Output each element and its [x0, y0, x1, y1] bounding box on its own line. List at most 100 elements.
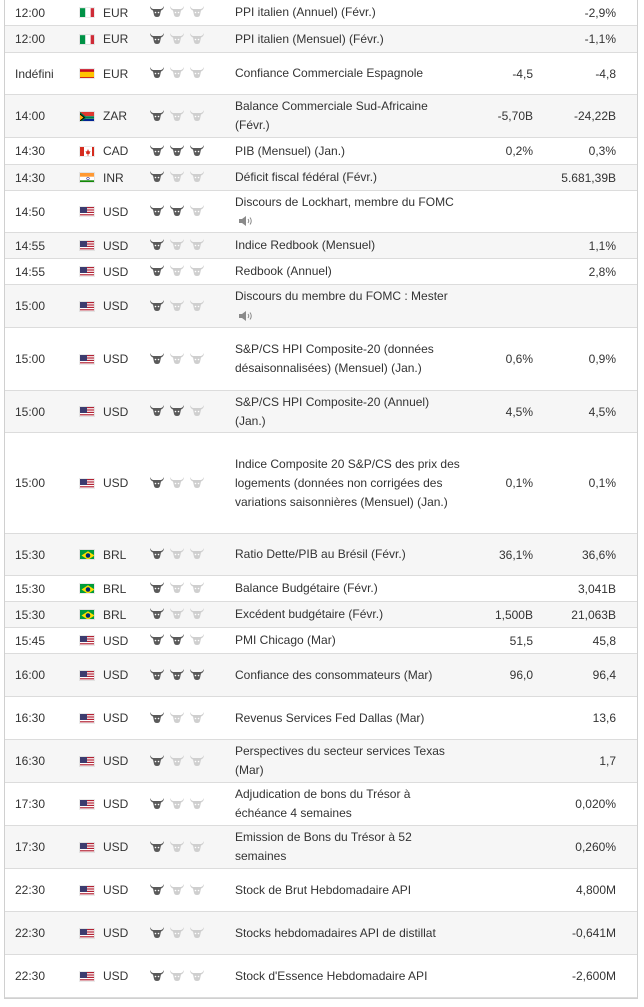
event-name[interactable]: Balance Commerciale Sud-Africaine (Févr.…: [235, 95, 461, 137]
currency-code: USD: [103, 668, 129, 682]
previous-value: -1,1%: [584, 32, 616, 46]
event-row[interactable]: 17:30 USD Emission de Bons du Trésor à 52 …: [5, 826, 637, 869]
event-name-text[interactable]: Stock d'Essence Hebdomadaire API: [235, 968, 428, 983]
event-row[interactable]: Indéfini EUR Confiance Commerciale Espagno…: [5, 53, 637, 95]
event-name[interactable]: Stocks hebdomadaires API de distillat: [235, 922, 461, 945]
event-name-text[interactable]: Confiance Commerciale Espagnole: [235, 66, 424, 80]
event-row[interactable]: 12:00 EUR PPI italien (Annuel) (Févr.) -2,9…: [5, 0, 637, 26]
event-row[interactable]: 16:30 USD Perspectives du secteur services…: [5, 740, 637, 783]
bull-icon: [189, 475, 205, 492]
event-row[interactable]: 22:30 USD Stocks hebdomadaires API de dist…: [5, 912, 637, 955]
previous-value: -4,8: [595, 66, 616, 81]
event-name-text[interactable]: S&P/CS HPI Composite-20 (données désaiso…: [235, 342, 434, 375]
event-row[interactable]: 15:00 USD Discours du membre du FOMC : Mes…: [5, 285, 637, 328]
event-name[interactable]: Adjudication de bons du Trésor à échéanc…: [235, 783, 461, 825]
currency-code: USD: [103, 969, 129, 983]
event-name-text[interactable]: Excédent budgétaire (Févr.): [235, 607, 384, 621]
event-row[interactable]: 15:00 USD S&P/CS HPI Composite-20 (données…: [5, 328, 637, 391]
event-name-text[interactable]: Stocks hebdomadaires API de distillat: [235, 925, 436, 940]
event-row[interactable]: 17:30 USD Adjudication de bons du Trésor à…: [5, 783, 637, 826]
event-name-text[interactable]: Redbook (Annuel): [235, 264, 332, 278]
event-name[interactable]: Stock de Brut Hebdomadaire API: [235, 879, 461, 902]
event-name-text[interactable]: Revenus Services Fed Dallas (Mar): [235, 710, 425, 725]
event-row[interactable]: 15:45 USD PMI Chicago (Mar) 51,5 45,8: [5, 628, 637, 654]
event-name-text[interactable]: PMI Chicago (Mar): [235, 633, 336, 647]
event-name-text[interactable]: Discours de Lockhart, membre du FOMC: [235, 194, 454, 209]
event-time: 14:00: [15, 109, 46, 123]
event-name[interactable]: Discours du membre du FOMC : Mester: [235, 285, 461, 327]
event-row[interactable]: 16:00 USD Confiance des consommateurs (Mar…: [5, 654, 637, 697]
country-flag-ca-icon: [79, 145, 103, 157]
event-time: 12:00: [15, 32, 46, 46]
event-time: 15:00: [15, 476, 46, 490]
event-name[interactable]: Indice Redbook (Mensuel): [235, 234, 461, 257]
event-name[interactable]: Confiance des consommateurs (Mar): [235, 664, 461, 687]
event-name-text[interactable]: Emission de Bons du Trésor à 52 semaines: [235, 830, 412, 863]
event-name-text[interactable]: Indice Redbook (Mensuel): [235, 238, 376, 252]
event-name-text[interactable]: Ratio Dette/PIB au Brésil (Févr.): [235, 547, 406, 561]
event-name[interactable]: PPI italien (Mensuel) (Févr.): [235, 28, 461, 51]
event-name[interactable]: Stock d'Essence Hebdomadaire API: [235, 965, 461, 988]
currency-code: USD: [103, 204, 129, 219]
event-name-text[interactable]: Balance Commerciale Sud-Africaine (Févr.…: [235, 99, 428, 132]
event-name[interactable]: Emission de Bons du Trésor à 52 semaines: [235, 826, 461, 868]
event-name-text[interactable]: S&P/CS HPI Composite-20 (Annuel) (Jan.): [235, 394, 430, 428]
event-name[interactable]: Revenus Services Fed Dallas (Mar): [235, 707, 461, 730]
bull-icon: [169, 65, 185, 82]
bull-icon: [149, 263, 165, 280]
event-row[interactable]: 15:30 BRL Ratio Dette/PIB au Brésil (Févr.…: [5, 534, 637, 576]
event-name-text[interactable]: Adjudication de bons du Trésor à échéanc…: [235, 787, 411, 820]
country-flag-it-icon: [79, 7, 103, 18]
event-name[interactable]: PIB (Mensuel) (Jan.): [235, 140, 461, 163]
event-row[interactable]: 14:00 ZAR Balance Commerciale Sud-Africain…: [5, 95, 637, 138]
country-flag-za-icon: [79, 110, 103, 122]
event-row[interactable]: 22:30 USD Stock d'Essence Hebdomadaire API…: [5, 955, 637, 998]
event-name[interactable]: Ratio Dette/PIB au Brésil (Févr.): [235, 543, 461, 566]
event-name-text[interactable]: Perspectives du secteur services Texas (…: [235, 744, 445, 777]
event-row[interactable]: 14:30 INR Déficit fiscal fédéral (Févr.) 5.…: [5, 165, 637, 191]
event-name[interactable]: S&P/CS HPI Composite-20 (Annuel) (Jan.): [235, 391, 461, 433]
event-row[interactable]: 15:30 BRL Balance Budgétaire (Févr.) 3,041B: [5, 576, 637, 602]
event-row[interactable]: 12:00 EUR PPI italien (Mensuel) (Févr.) -1,…: [5, 26, 637, 53]
event-row[interactable]: 22:30 USD Stock de Brut Hebdomadaire API 4,…: [5, 869, 637, 912]
event-name-text[interactable]: Indice Composite 20 S&P/CS des prix des …: [235, 456, 460, 509]
event-row[interactable]: 15:00 USD Indice Composite 20 S&P/CS des p…: [5, 433, 637, 534]
event-name-text[interactable]: PIB (Mensuel) (Jan.): [235, 143, 346, 158]
event-name[interactable]: Indice Composite 20 S&P/CS des prix des …: [235, 453, 461, 514]
event-name-text[interactable]: Confiance des consommateurs (Mar): [235, 667, 433, 682]
event-row[interactable]: 14:30 CAD PIB (Mensuel) (Jan.) 0,2% 0,3%: [5, 138, 637, 165]
event-row[interactable]: 15:00 USD S&P/CS HPI Composite-20 (Annuel)…: [5, 391, 637, 433]
event-name-text[interactable]: Déficit fiscal fédéral (Févr.): [235, 170, 378, 184]
bull-icon: [169, 796, 185, 813]
event-name[interactable]: Perspectives du secteur services Texas (…: [235, 740, 461, 782]
event-name[interactable]: Discours de Lockhart, membre du FOMC: [235, 191, 461, 233]
event-row[interactable]: 15:30 BRL Excédent budgétaire (Févr.) 1,500…: [5, 602, 637, 628]
event-row[interactable]: 14:55 USD Indice Redbook (Mensuel) 1,1%: [5, 233, 637, 259]
event-name[interactable]: S&P/CS HPI Composite-20 (données désaiso…: [235, 338, 461, 380]
forecast-value: 0,2%: [505, 144, 533, 158]
currency-code: USD: [103, 840, 129, 854]
bull-icon: [189, 403, 205, 420]
currency-code: ZAR: [103, 109, 127, 123]
event-name[interactable]: Confiance Commerciale Espagnole: [235, 62, 461, 85]
currency-code: USD: [103, 711, 129, 725]
event-name[interactable]: PPI italien (Annuel) (Févr.): [235, 1, 461, 24]
previous-value: 0,9%: [588, 352, 616, 366]
currency-code: USD: [103, 404, 129, 419]
event-time: 12:00: [15, 5, 46, 20]
event-name[interactable]: Redbook (Annuel): [235, 260, 461, 283]
event-name-text[interactable]: Discours du membre du FOMC : Mester: [235, 289, 448, 303]
event-name-text[interactable]: Balance Budgétaire (Févr.): [235, 581, 378, 595]
event-name-text[interactable]: PPI italien (Mensuel) (Févr.): [235, 31, 384, 46]
event-name[interactable]: PMI Chicago (Mar): [235, 629, 461, 652]
event-name[interactable]: Excédent budgétaire (Févr.): [235, 603, 461, 626]
event-time: 15:00: [15, 352, 46, 366]
event-name-text[interactable]: PPI italien (Annuel) (Févr.): [235, 5, 376, 19]
event-name[interactable]: Balance Budgétaire (Févr.): [235, 577, 461, 600]
event-name[interactable]: Déficit fiscal fédéral (Févr.): [235, 166, 461, 189]
event-row[interactable]: 14:55 USD Redbook (Annuel) 2,8%: [5, 259, 637, 285]
event-row[interactable]: 16:30 USD Revenus Services Fed Dallas (Mar…: [5, 697, 637, 740]
event-row[interactable]: 14:50 USD Discours de Lockhart, membre du …: [5, 191, 637, 233]
event-name-text[interactable]: Stock de Brut Hebdomadaire API: [235, 882, 412, 897]
bull-icon: [149, 169, 165, 186]
